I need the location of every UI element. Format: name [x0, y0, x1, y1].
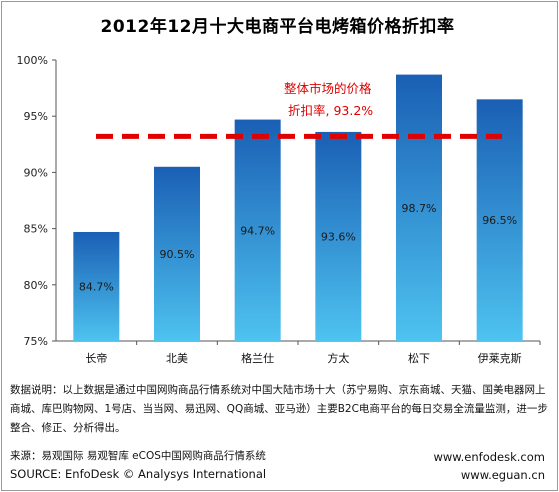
bar-data-label: 93.6% [321, 230, 356, 243]
bar-chart: 75% 80% 85% 90% 95% 100% 84.7% 长帝 90.5% 北美 94.7% 格… [17, 54, 541, 365]
x-category-label: 格兰仕 [241, 351, 274, 365]
bar-data-label: 94.7% [240, 224, 275, 237]
y-tick-label: 85% [24, 223, 48, 236]
y-tick-label: 75% [24, 335, 48, 348]
bar [396, 74, 442, 341]
bar [234, 119, 281, 342]
y-tick-label: 95% [24, 110, 48, 123]
y-tick-label: 80% [24, 279, 48, 292]
x-category-label: 北美 [166, 352, 188, 365]
reference-label-line2: 折扣率, 93.2% [288, 103, 373, 118]
x-category-label: 方太 [327, 351, 349, 365]
bar-data-label: 98.7% [402, 202, 437, 215]
y-tick-label: 100% [17, 54, 48, 67]
source-cn: 来源：易观国际 易观智库 eCOS中国网购商品行情系统 [10, 450, 266, 462]
bar-data-label: 96.5% [482, 214, 517, 227]
x-category-label: 伊莱克斯 [478, 352, 522, 365]
bar [476, 99, 523, 341]
reference-label-line1: 整体市场的价格 [284, 81, 372, 96]
x-category-label: 松下 [408, 351, 430, 365]
chart-title: 2012年12月十大电商平台电烤箱价格折扣率 [100, 17, 455, 37]
data-note: 数据说明：以上数据是通过中国网购商品行情系统对中国大陆市场十大（苏宁易购、京东商… [10, 384, 548, 434]
source-en: SOURCE: EnfoDesk © Analysys Internationa… [10, 467, 267, 481]
url-eguan: www.eguan.cn [460, 468, 545, 482]
x-category-label: 长帝 [85, 351, 107, 365]
bar [154, 166, 200, 341]
bar [315, 131, 362, 341]
url-enfodesk: www.enfodesk.com [433, 450, 545, 464]
bar-data-label: 84.7% [79, 280, 114, 293]
bar [73, 231, 120, 341]
y-tick-label: 90% [24, 166, 48, 179]
bar-data-label: 90.5% [160, 248, 195, 261]
